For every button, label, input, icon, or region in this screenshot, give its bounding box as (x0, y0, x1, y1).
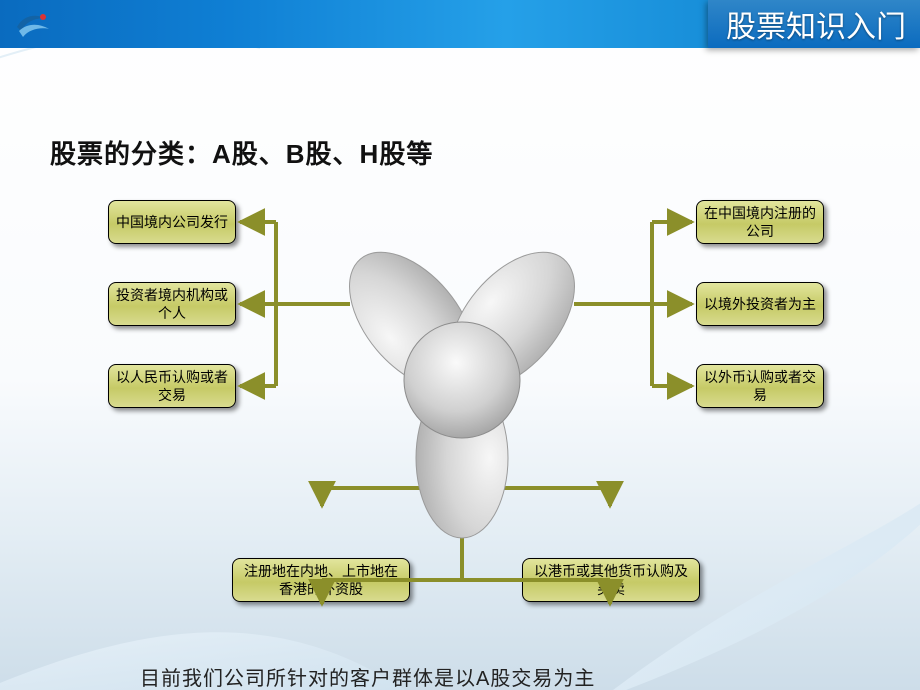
petal-a-label: A股 人民币普通股票 (333, 252, 453, 376)
petal-h-label: H股 国企股 (410, 440, 520, 486)
header-chip-text: 股票知识入门 (726, 2, 906, 46)
page-title: 股票的分类：A股、B股、H股等 (50, 134, 433, 171)
center-label: 股票 (418, 360, 508, 404)
logo-icon (10, 7, 56, 41)
box-a-3: 以人民币认购或者交易 (108, 364, 236, 408)
petal-b-label: B股 人民币特种股票 (471, 252, 591, 376)
box-h-2: 以港币或其他货币认购及买卖 (522, 558, 700, 602)
box-b-3: 以外币认购或者交易 (696, 364, 824, 408)
box-h-1: 注册地在内地、上市地在香港的外资股 (232, 558, 410, 602)
top-bar: 股票知识入门 (0, 0, 920, 48)
box-a-2: 投资者境内机构或个人 (108, 282, 236, 326)
header-chip: 股票知识入门 (708, 0, 920, 48)
connectors-bottom-fix (0, 0, 920, 690)
background-decor (0, 0, 920, 690)
footer-note: 目前我们公司所针对的客户群体是以A股交易为主 (140, 662, 595, 690)
box-b-1: 在中国境内注册的公司 (696, 200, 824, 244)
box-b-2: 以境外投资者为主 (696, 282, 824, 326)
box-a-1: 中国境内公司发行 (108, 200, 236, 244)
